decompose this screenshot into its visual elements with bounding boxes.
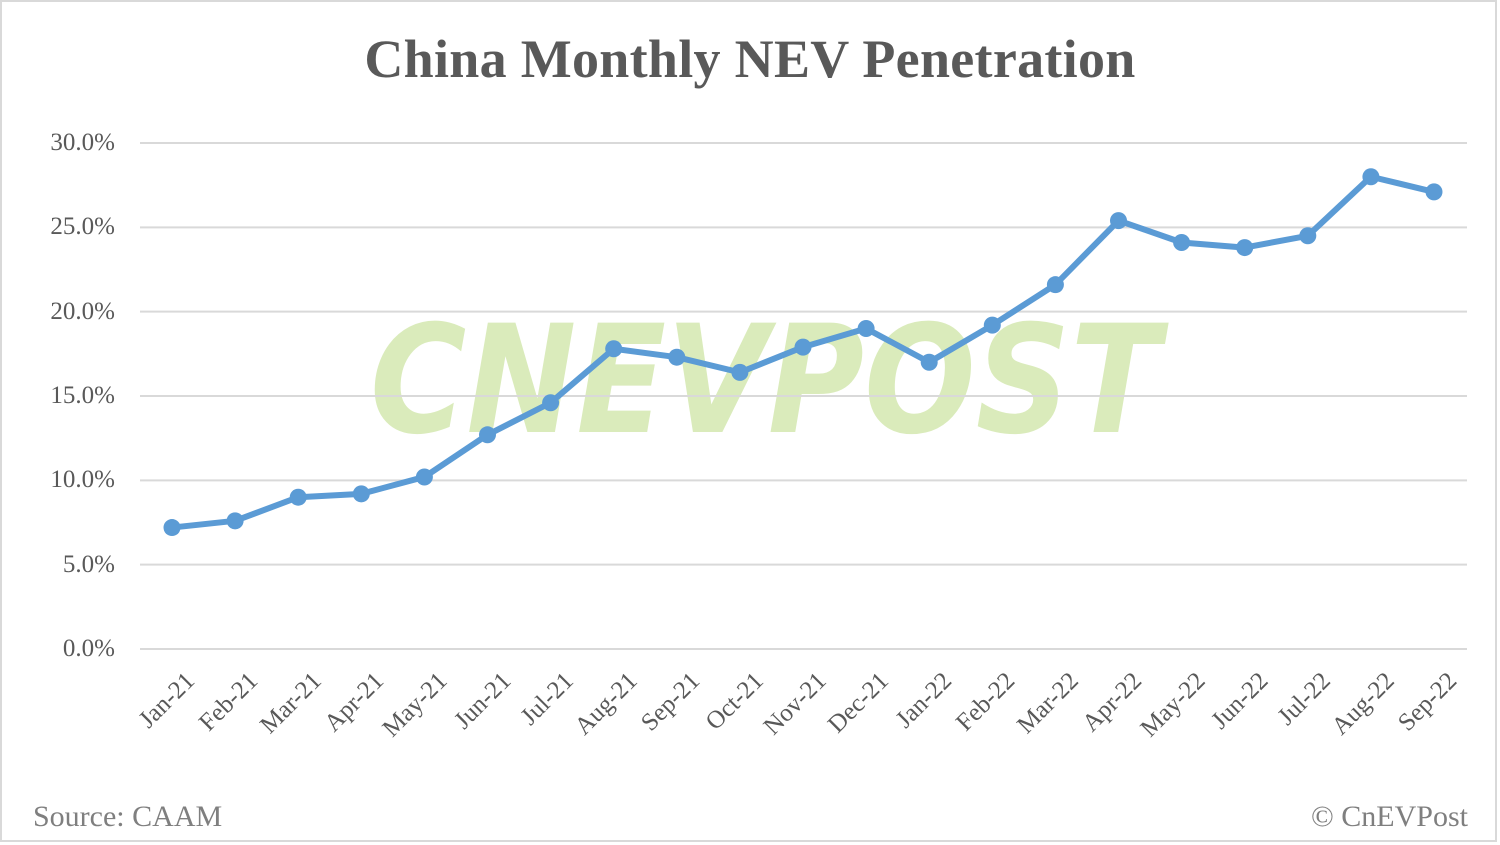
data-point-marker xyxy=(1046,276,1064,294)
y-tick-label: 5.0% xyxy=(62,550,115,578)
data-point-marker xyxy=(479,426,496,444)
source-note: Source: CAAM xyxy=(33,800,223,833)
data-point-marker xyxy=(1173,234,1191,252)
svg-text:CNEVPOST: CNEVPOST xyxy=(370,294,1169,468)
data-point-marker xyxy=(289,488,307,506)
watermark-logo: CNEVPOST xyxy=(370,294,1169,468)
data-point-marker xyxy=(794,338,812,356)
y-tick-label: 15.0% xyxy=(50,382,115,409)
chart-title: China Monthly NEV Penetration xyxy=(364,29,1136,89)
data-point-marker xyxy=(415,468,433,486)
data-series-line xyxy=(163,168,1443,537)
data-point-marker xyxy=(731,363,749,381)
y-tick-label: 30.0% xyxy=(50,129,115,156)
data-point-marker xyxy=(542,394,560,412)
data-point-marker xyxy=(668,348,686,366)
data-point-marker xyxy=(226,512,244,530)
y-tick-label: 0.0% xyxy=(62,635,115,662)
data-point-marker xyxy=(1362,168,1380,186)
y-tick-label: 10.0% xyxy=(50,466,115,494)
gridlines xyxy=(140,142,1467,650)
data-point-marker xyxy=(857,320,875,338)
data-point-marker xyxy=(1236,239,1254,257)
data-point-marker xyxy=(163,519,181,537)
data-point-marker xyxy=(605,340,623,358)
data-point-marker xyxy=(920,353,938,371)
data-point-marker xyxy=(1110,212,1127,230)
data-point-marker xyxy=(1299,227,1317,245)
copyright-note: © CnEVPost xyxy=(1311,800,1468,833)
y-tick-label: 25.0% xyxy=(50,213,115,241)
y-tick-label: 20.0% xyxy=(50,297,115,325)
data-point-marker xyxy=(983,316,1001,334)
data-point-marker xyxy=(1425,183,1443,201)
data-point-marker xyxy=(352,485,370,503)
